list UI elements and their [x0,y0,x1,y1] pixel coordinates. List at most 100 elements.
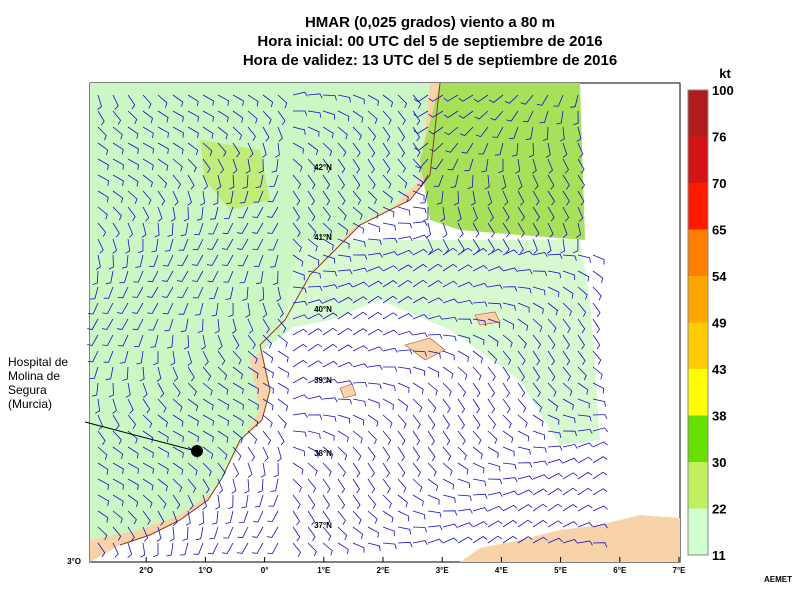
wind-barb [119,270,129,284]
wind-barb [262,430,271,445]
wind-barb [481,158,489,173]
wind-barb [292,174,302,189]
wind-barb [383,366,398,372]
wind-barb [202,158,211,174]
wind-barb [112,158,124,170]
wind-barb [200,190,206,206]
wind-barb [367,110,378,124]
wind-barb [532,488,548,496]
wind-barb [397,462,406,478]
wind-barb [262,366,274,378]
wind-barb [112,542,119,558]
wind-barb [367,398,380,409]
wind-barb [307,313,323,320]
credit: AEMET [764,575,792,584]
wind-barb [382,206,395,218]
wind-barb [352,206,363,220]
wind-barb [397,206,411,216]
wind-barb [142,462,154,474]
wind-barb [183,334,190,350]
wind-barb [536,94,549,106]
location-marker [191,445,203,457]
wind-barb [367,478,376,494]
wind-barb [532,334,541,349]
wind-barb [177,254,189,267]
wind-barb [216,174,222,190]
wind-barb [229,174,235,190]
wind-barb [337,110,350,122]
wind-barb [222,542,234,554]
wind-barb [436,190,444,205]
wind-barb [292,478,302,493]
wind-barb [292,158,303,172]
wind-barb [225,510,234,524]
wind-barb [532,286,546,296]
wind-barb [154,222,160,238]
wind-barb [322,158,331,174]
wind-barb [417,174,429,186]
wind-barb [236,542,249,554]
colorbar-label: 22 [712,502,726,517]
colorbar-segment [688,322,708,369]
wind-barb [202,414,214,426]
wind-barb [592,414,608,420]
wind-barb [532,474,548,480]
wind-barb [262,334,272,349]
wind-barb [322,327,338,336]
wind-barb [442,414,450,430]
wind-barb [547,222,554,238]
wind-barb [577,382,589,395]
wind-barb [547,302,558,316]
wind-barb [337,494,346,510]
wind-barb [382,295,398,304]
wind-barb [217,350,226,366]
wind-barb [101,318,114,330]
wind-barb [577,366,587,381]
wind-barb [517,222,525,238]
wind-barb [442,366,454,379]
wind-barb [207,542,219,555]
wind-barb [547,206,555,222]
wind-barb [267,222,279,234]
wind-barb [547,286,560,298]
wind-barb [502,249,518,256]
wind-barb [210,206,219,220]
colorbar-segment [688,229,708,276]
wind-barb [352,222,365,234]
wind-barb [382,312,398,320]
wind-barb [254,494,264,508]
wind-barb [532,414,544,427]
wind-barb [153,543,159,558]
wind-barb [487,505,503,512]
wind-barb [382,110,392,125]
wind-barb [367,510,378,524]
wind-barb [382,478,391,494]
wind-barb [237,254,249,267]
wind-barb [547,174,555,190]
wind-barb [127,126,139,139]
wind-barb [214,318,220,334]
wind-barb [172,126,184,138]
wind-barb [292,222,301,238]
wind-barb [397,158,406,173]
wind-barb [164,318,174,332]
wind-barb [187,398,199,412]
wind-barb [517,238,524,254]
wind-barb [307,328,323,336]
wind-barb [352,494,361,510]
wind-barb [247,382,259,394]
wind-barb [292,300,308,306]
wind-barb [178,238,189,251]
wind-barb [532,222,540,238]
island-menorca [474,311,501,326]
wind-barb [193,286,204,299]
wind-barb [412,94,422,109]
wind-barb [141,222,147,238]
wind-barb [517,250,533,256]
wind-barb [367,382,382,390]
wind-barb [95,398,101,414]
wind-barb [262,94,274,108]
wind-barb [105,270,114,285]
wind-barb [427,280,443,288]
wind-barb [456,206,462,222]
